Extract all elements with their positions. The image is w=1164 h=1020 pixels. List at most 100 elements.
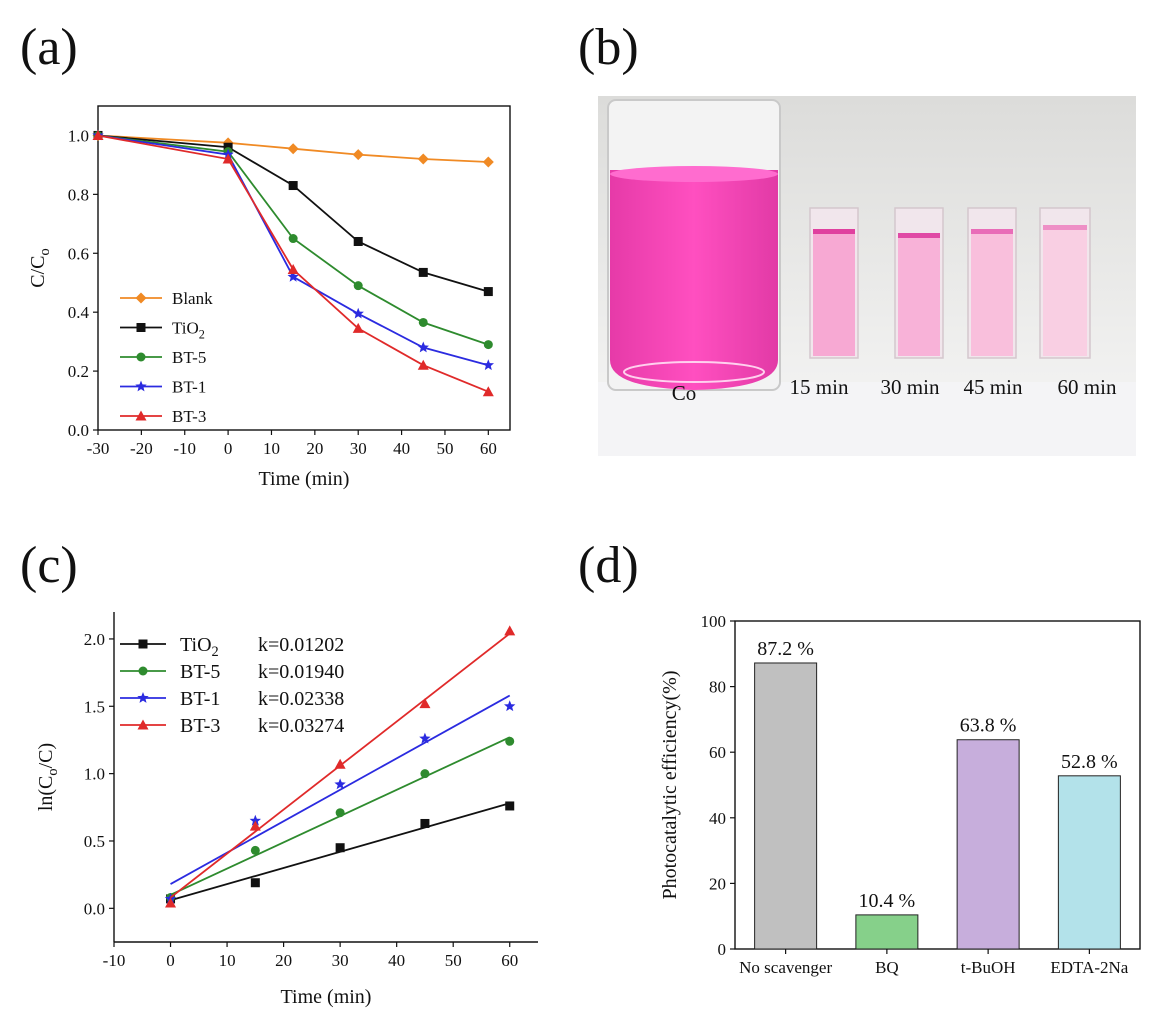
y-tick-label: 0.0 bbox=[84, 899, 105, 918]
bar-t-buoh bbox=[956, 739, 1020, 950]
y-tick-label: 0.6 bbox=[68, 244, 89, 263]
data-point-tio2 bbox=[288, 181, 298, 191]
bar-value-label: 10.4 % bbox=[859, 890, 916, 912]
data-point-bt-5 bbox=[250, 845, 260, 855]
chart-a: -30 -20 -10 0 10 20 30 40 50 60 0.0 0.2 0.4 0.6 0.8 1.0… bbox=[27, 105, 511, 490]
y-tick-label: 60 bbox=[709, 743, 726, 762]
legend-label-tio2: TiO2 bbox=[180, 634, 219, 660]
data-point-bt-3 bbox=[482, 386, 494, 397]
photo-label-30min: 30 min bbox=[881, 375, 940, 399]
x-tick-label: -20 bbox=[130, 439, 153, 458]
data-point-tio2 bbox=[420, 818, 430, 828]
legend-k-tio2: k=0.01202 bbox=[258, 634, 344, 656]
legend-label-bt-5: BT-5 bbox=[180, 661, 220, 683]
beaker-meniscus bbox=[610, 166, 778, 182]
cuvette-15min bbox=[809, 207, 859, 359]
bar-value-label: 63.8 % bbox=[960, 715, 1017, 737]
bar-no-scavenger bbox=[754, 662, 818, 950]
data-point-blank bbox=[417, 153, 429, 165]
x-tick-label: 20 bbox=[306, 439, 323, 458]
legend-k-bt-1: k=0.02338 bbox=[258, 688, 344, 710]
x-tick-label: -10 bbox=[173, 439, 196, 458]
data-point-bt-3 bbox=[352, 322, 364, 333]
bar-value-label: 52.8 % bbox=[1061, 751, 1118, 773]
chart-c: -10 0 10 20 30 40 50 60 0.0 0.5 1.0 1.5 2.0 TiO2 k=0.0… bbox=[35, 612, 538, 1008]
legend-k-bt-5: k=0.01940 bbox=[258, 661, 344, 683]
y-tick-label: 40 bbox=[709, 809, 726, 828]
y-axis-title: Photocatalytic efficiency(%) bbox=[659, 671, 681, 900]
y-tick-label: 0 bbox=[718, 940, 727, 959]
data-point-tio2 bbox=[418, 267, 428, 277]
data-point-bt-1 bbox=[419, 732, 431, 744]
plot-frame bbox=[734, 620, 1141, 950]
data-point-bt-1 bbox=[249, 814, 261, 826]
legend-label-tio2: TiO2 bbox=[172, 319, 205, 342]
data-point-bt-5 bbox=[335, 808, 345, 818]
cuvette-60min bbox=[1039, 207, 1091, 359]
legend-marker-bt-3 bbox=[137, 719, 149, 730]
x-tick-label: 20 bbox=[275, 951, 292, 970]
x-tick-label: 10 bbox=[263, 439, 280, 458]
y-tick-label: 0.5 bbox=[84, 832, 105, 851]
x-axis-title: Time (min) bbox=[259, 468, 350, 490]
y-tick-label: 1.5 bbox=[84, 697, 105, 716]
photo-panel-b: Co 15 min 30 min 45 min 60 min bbox=[598, 96, 1136, 456]
photo-label-co: Co bbox=[672, 381, 697, 405]
x-tick-label: 10 bbox=[219, 951, 236, 970]
data-point-bt-3 bbox=[504, 625, 516, 636]
x-tick-label: -10 bbox=[103, 951, 126, 970]
legend-marker-bt-3 bbox=[135, 410, 147, 421]
y-axis-title: C/Co bbox=[27, 248, 53, 287]
data-point-bt-3 bbox=[92, 129, 104, 140]
panel-label-b: (b) bbox=[578, 19, 639, 76]
series-line-bt-1 bbox=[97, 134, 489, 367]
data-point-tio2 bbox=[483, 287, 493, 297]
x-tick-label: 60 bbox=[480, 439, 497, 458]
legend-marker-tio2 bbox=[136, 323, 146, 332]
y-tick-label: 0.4 bbox=[68, 303, 90, 322]
x-axis-title: Time (min) bbox=[281, 986, 372, 1008]
legend-label-bt-3: BT-3 bbox=[172, 407, 206, 426]
data-point-bt-1 bbox=[352, 307, 364, 319]
x-tick-label: EDTA-2Na bbox=[1050, 958, 1128, 977]
data-point-blank bbox=[287, 143, 299, 155]
legend-k-bt-3: k=0.03274 bbox=[258, 715, 344, 737]
data-point-bt-3 bbox=[334, 758, 346, 769]
data-point-bt-5 bbox=[505, 736, 515, 746]
legend-marker-bt-1 bbox=[135, 380, 147, 392]
legend-marker-bt-5 bbox=[136, 352, 146, 362]
cuvette-45min bbox=[967, 207, 1017, 359]
x-tick-label: 30 bbox=[350, 439, 367, 458]
y-tick-label: 0.0 bbox=[68, 421, 89, 440]
x-tick-label: 0 bbox=[224, 439, 233, 458]
x-tick-label: 40 bbox=[393, 439, 410, 458]
legend-label-bt-1: BT-1 bbox=[172, 378, 206, 397]
data-point-bt-5 bbox=[353, 281, 363, 291]
data-point-bt-5 bbox=[420, 769, 430, 779]
chart-d: 0 20 40 60 80 100 87.2 % No scavenger 10.4 % BQ 63… bbox=[659, 612, 1141, 977]
data-point-bt-1 bbox=[482, 359, 494, 371]
data-point-blank bbox=[352, 149, 364, 161]
y-tick-label: 1.0 bbox=[68, 126, 89, 145]
photo-bench bbox=[598, 382, 1136, 456]
beaker-base-highlight bbox=[623, 361, 765, 383]
legend-marker-blank bbox=[135, 292, 147, 304]
data-point-blank bbox=[482, 156, 494, 168]
data-point-bt-5 bbox=[483, 340, 493, 350]
photo-label-45min: 45 min bbox=[964, 375, 1023, 399]
photo-label-60min: 60 min bbox=[1058, 375, 1117, 399]
x-tick-label: -30 bbox=[87, 439, 110, 458]
data-point-bt-3 bbox=[249, 820, 261, 831]
data-point-bt-3 bbox=[165, 897, 177, 908]
bar-bq bbox=[855, 914, 919, 950]
data-point-bt-1 bbox=[287, 270, 299, 282]
legend-marker-bt-5 bbox=[138, 666, 148, 676]
photo-label-15min: 15 min bbox=[790, 375, 849, 399]
data-point-tio2 bbox=[505, 801, 515, 811]
y-tick-label: 20 bbox=[709, 874, 726, 893]
panel-label-d: (d) bbox=[578, 537, 639, 594]
data-point-bt-1 bbox=[334, 778, 346, 790]
x-tick-label: 40 bbox=[388, 951, 405, 970]
x-tick-label: No scavenger bbox=[739, 958, 832, 977]
beaker-solution bbox=[610, 170, 778, 390]
